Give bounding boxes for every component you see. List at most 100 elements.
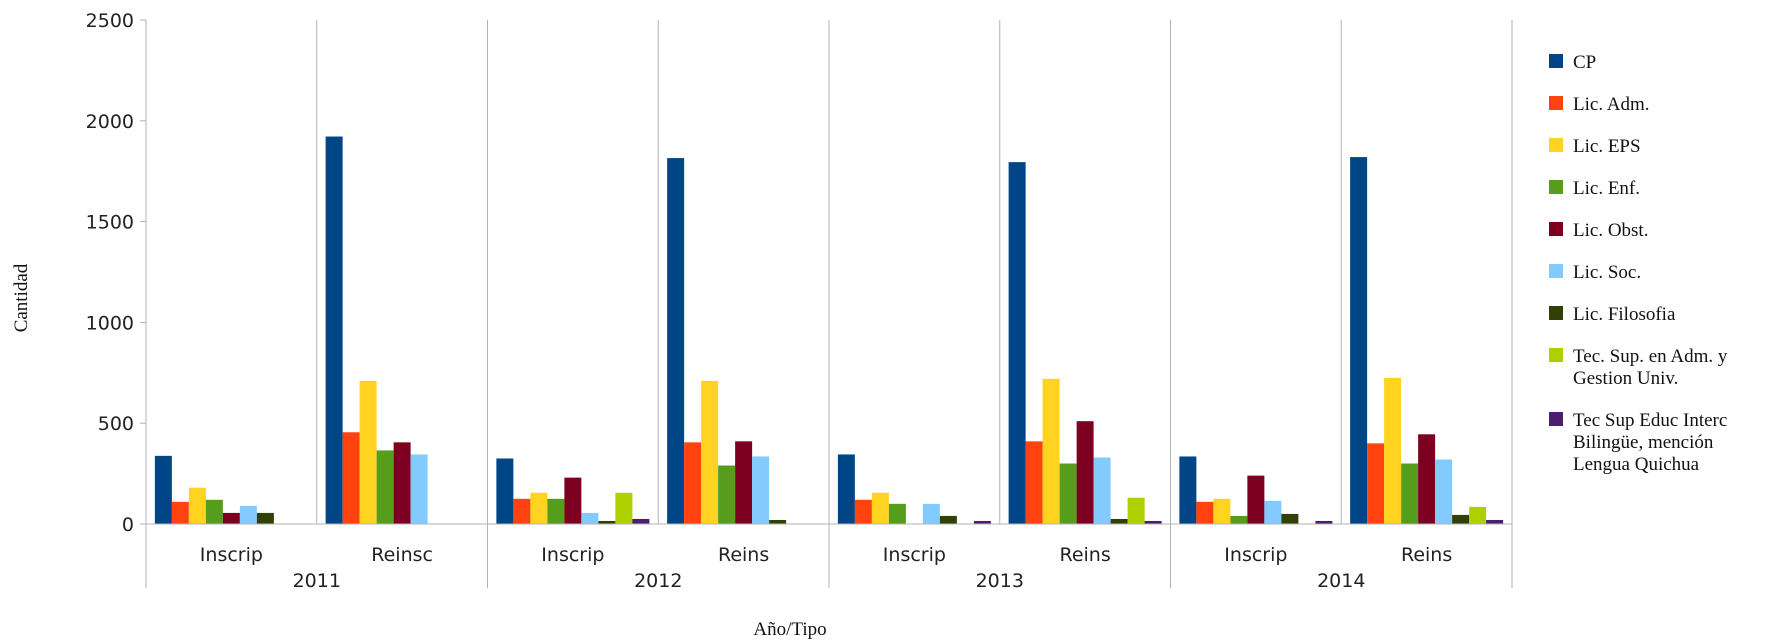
bar	[256, 512, 274, 524]
y-tick-label: 2000	[86, 111, 134, 133]
legend-label: Lic. Adm.	[1573, 94, 1650, 115]
legend-label: Lic. EPS	[1573, 136, 1641, 157]
bar	[939, 515, 957, 524]
bar	[1230, 515, 1248, 524]
bars	[154, 136, 1504, 525]
bar	[359, 380, 377, 524]
bar	[325, 136, 343, 525]
bar	[496, 458, 514, 524]
bar	[871, 492, 889, 524]
bar	[1042, 378, 1060, 524]
legend-swatch	[1549, 306, 1563, 320]
year-label: 2014	[1317, 570, 1365, 592]
year-label: 2012	[634, 570, 682, 592]
bar	[615, 492, 633, 524]
legend-label: CP	[1573, 52, 1596, 73]
bar	[547, 498, 565, 524]
y-tick-label: 1000	[86, 312, 134, 334]
bar	[1486, 519, 1504, 524]
legend-swatch	[1549, 54, 1563, 68]
legend-label: Lic. Enf.	[1573, 178, 1640, 199]
legend-swatch	[1549, 264, 1563, 278]
year-label: 2011	[293, 570, 341, 592]
bar	[530, 492, 548, 524]
x-tick-label: Reinsc	[371, 544, 433, 566]
legend-label: Lic. Soc.	[1573, 262, 1641, 283]
bar	[701, 380, 719, 524]
bar	[1059, 463, 1077, 524]
bar	[1452, 514, 1470, 524]
bar	[376, 450, 394, 524]
year-label: 2013	[976, 570, 1024, 592]
legend-swatch	[1549, 96, 1563, 110]
x-tick-label: Reins	[1059, 544, 1110, 566]
legend-label: Tec. Sup. en Adm. y	[1573, 346, 1728, 367]
bar	[888, 503, 906, 524]
bar	[1435, 459, 1453, 524]
bar	[1110, 518, 1128, 524]
bar	[410, 454, 428, 524]
bar	[1076, 421, 1094, 524]
legend-label: Tec Sup Educ Interc	[1573, 410, 1727, 431]
y-tick-label: 0	[122, 514, 134, 536]
bar	[1367, 443, 1385, 524]
bar	[342, 432, 360, 524]
bar	[1127, 497, 1145, 524]
legend-swatch	[1549, 138, 1563, 152]
x-tick-label: Inscrip	[200, 544, 263, 566]
bar	[1401, 463, 1419, 524]
x-tick-label: Reins	[1401, 544, 1452, 566]
legend-label: Bilingüe, mención	[1573, 432, 1714, 453]
bar	[667, 158, 685, 524]
x-tick-label: Inscrip	[541, 544, 604, 566]
bar	[632, 518, 650, 524]
bar	[752, 456, 770, 524]
bar	[581, 512, 599, 524]
legend-label: Lic. Obst.	[1573, 220, 1648, 241]
bar	[1247, 475, 1265, 524]
bar	[1008, 162, 1026, 525]
legend-label: Lengua Quichua	[1573, 454, 1700, 475]
legend-label: Gestion Univ.	[1573, 368, 1678, 389]
bar	[769, 519, 787, 524]
bar	[1213, 498, 1231, 524]
legend-swatch	[1549, 412, 1563, 426]
legend-swatch	[1549, 348, 1563, 362]
x-tick-label: Reins	[718, 544, 769, 566]
bar	[1315, 520, 1333, 524]
grid	[145, 20, 1513, 524]
bar	[564, 477, 582, 524]
bar	[854, 499, 872, 524]
bar	[222, 512, 240, 524]
bar	[1179, 456, 1197, 524]
legend-label: Lic. Filosofia	[1573, 304, 1676, 325]
bar	[973, 520, 991, 524]
y-tick-label: 500	[98, 413, 134, 435]
y-tick-label: 1500	[86, 212, 134, 234]
bar	[205, 499, 223, 524]
bar	[239, 505, 257, 524]
legend: CP Lic. Adm. Lic. EPS Lic. Enf. Lic. Obst. Li…	[1549, 52, 1728, 475]
legend-swatch	[1549, 222, 1563, 236]
x-tick-label: Inscrip	[1224, 544, 1287, 566]
bar	[1025, 441, 1043, 524]
bar	[837, 454, 855, 524]
bar	[1144, 520, 1162, 524]
legend-swatch	[1549, 180, 1563, 194]
bar	[1384, 377, 1402, 524]
bar	[1418, 434, 1436, 524]
bar	[171, 501, 189, 524]
bar	[513, 498, 531, 524]
bar	[598, 520, 616, 524]
bar	[922, 503, 940, 524]
bar	[1093, 457, 1111, 524]
bar	[1281, 513, 1299, 524]
y-axis-title: Cantidad	[11, 263, 32, 332]
bar	[735, 441, 753, 524]
bar	[1264, 500, 1282, 524]
bar	[718, 465, 736, 524]
bar	[393, 442, 411, 524]
x-axis-title: Año/Tipo	[753, 619, 826, 640]
y-tick-label: 2500	[86, 10, 134, 32]
